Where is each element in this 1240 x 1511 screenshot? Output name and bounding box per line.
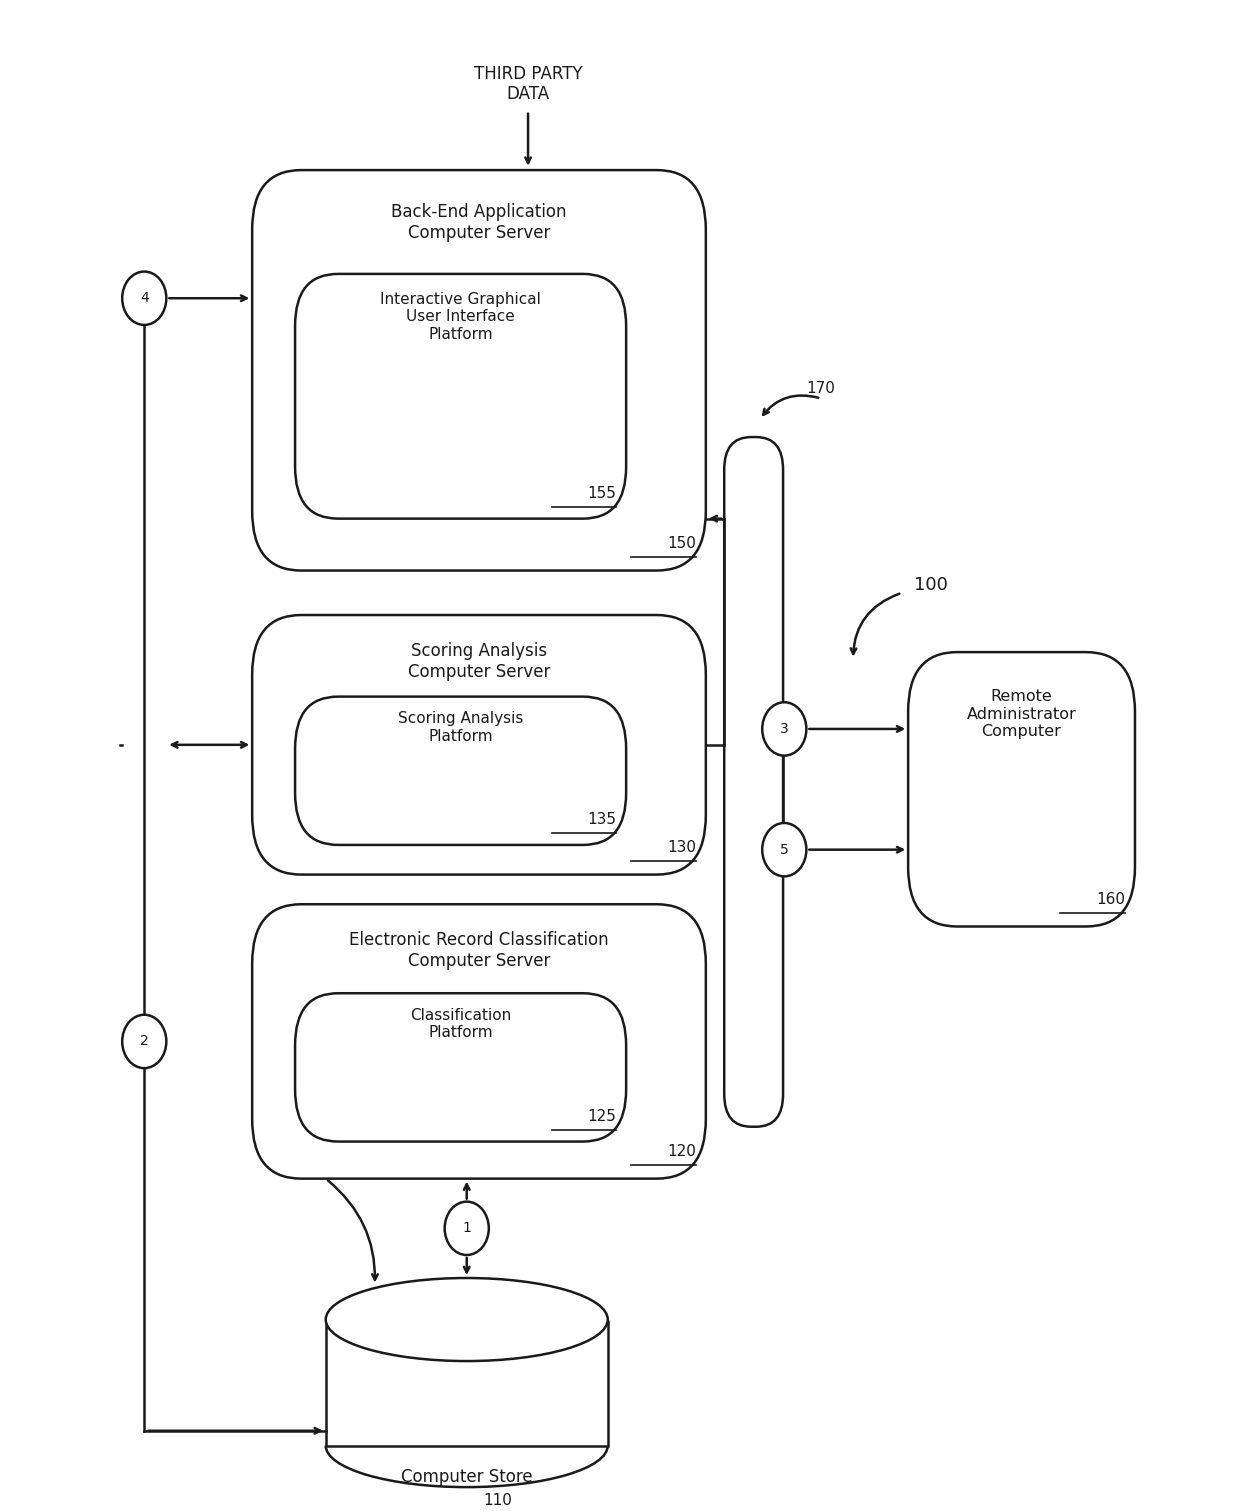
FancyBboxPatch shape	[295, 273, 626, 518]
Text: 150: 150	[667, 536, 696, 552]
Text: 1: 1	[463, 1221, 471, 1236]
FancyBboxPatch shape	[252, 171, 706, 571]
Text: 160: 160	[1096, 891, 1125, 907]
Text: Classification
Platform: Classification Platform	[410, 1008, 511, 1041]
FancyBboxPatch shape	[252, 615, 706, 875]
FancyBboxPatch shape	[908, 653, 1135, 926]
Text: Electronic Record Classification
Computer Server: Electronic Record Classification Compute…	[350, 931, 609, 970]
Text: Scoring Analysis
Platform: Scoring Analysis Platform	[398, 712, 523, 743]
Circle shape	[763, 703, 806, 756]
FancyBboxPatch shape	[724, 437, 784, 1127]
Text: 120: 120	[667, 1144, 696, 1159]
Circle shape	[123, 272, 166, 325]
Text: 170: 170	[807, 381, 836, 396]
FancyBboxPatch shape	[295, 993, 626, 1141]
Text: Interactive Graphical
User Interface
Platform: Interactive Graphical User Interface Pla…	[381, 292, 541, 341]
Text: Scoring Analysis
Computer Server: Scoring Analysis Computer Server	[408, 642, 551, 680]
Ellipse shape	[326, 1278, 608, 1361]
Polygon shape	[326, 1319, 608, 1446]
Text: 135: 135	[588, 811, 616, 827]
Circle shape	[445, 1201, 489, 1256]
Text: 110: 110	[482, 1493, 512, 1508]
Text: 2: 2	[140, 1035, 149, 1049]
Text: 3: 3	[780, 722, 789, 736]
Text: Computer Store: Computer Store	[401, 1467, 532, 1485]
Circle shape	[763, 823, 806, 876]
Text: Back-End Application
Computer Server: Back-End Application Computer Server	[392, 202, 567, 242]
FancyBboxPatch shape	[295, 697, 626, 845]
Text: 155: 155	[588, 487, 616, 500]
Polygon shape	[327, 1319, 606, 1446]
Text: Remote
Administrator
Computer: Remote Administrator Computer	[967, 689, 1076, 739]
Text: 100: 100	[914, 576, 949, 594]
Text: 130: 130	[667, 840, 696, 855]
Text: 5: 5	[780, 843, 789, 857]
FancyBboxPatch shape	[252, 904, 706, 1179]
Circle shape	[123, 1015, 166, 1068]
Text: THIRD PARTY
DATA: THIRD PARTY DATA	[474, 65, 583, 103]
Text: 4: 4	[140, 292, 149, 305]
Text: 125: 125	[588, 1109, 616, 1124]
